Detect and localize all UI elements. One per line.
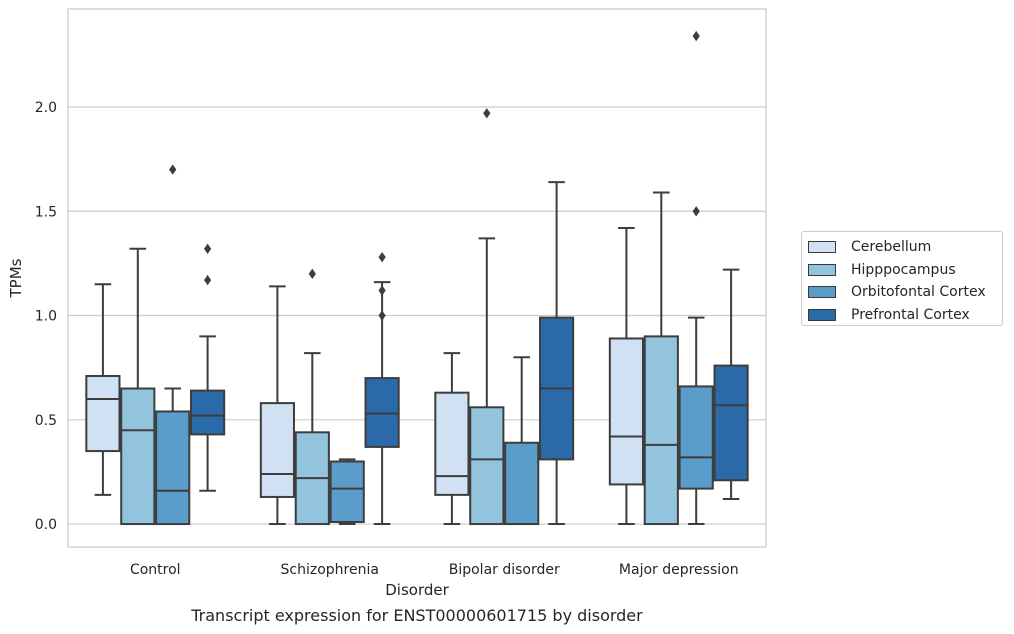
legend-item-prefrontal-cortex: Prefrontal Cortex — [808, 304, 1002, 327]
box — [259, 285, 295, 526]
y-tick-label: 0.0 — [35, 517, 57, 533]
x-tick-label: Control — [130, 562, 181, 578]
x-tick-label: Major depression — [619, 562, 739, 578]
box-iqr — [608, 337, 644, 486]
y-tick-label: 1.0 — [35, 309, 57, 325]
outlier-point — [204, 274, 212, 286]
legend-item-hippocampus: Hipppocampus — [808, 259, 1002, 282]
box-iqr — [364, 377, 400, 448]
box — [190, 243, 226, 492]
box — [504, 356, 540, 526]
box — [155, 164, 191, 526]
outlier-point — [378, 251, 386, 263]
box — [678, 30, 714, 526]
plot-frame — [67, 8, 767, 548]
box-iqr — [678, 385, 714, 490]
legend-swatch-cerebellum — [808, 241, 836, 254]
outlier-point — [378, 285, 386, 296]
legend-item-cerebellum: Cerebellum — [808, 236, 1002, 259]
box — [469, 108, 505, 526]
box — [608, 226, 644, 526]
box — [120, 247, 156, 526]
box-iqr — [259, 402, 295, 498]
box-iqr — [469, 406, 505, 526]
x-axis-title: Disorder — [385, 581, 449, 599]
box — [294, 268, 330, 526]
box — [713, 268, 749, 501]
box-iqr — [155, 410, 191, 526]
chart-caption: Transcript expression for ENST0000060171… — [191, 606, 643, 625]
outlier-point — [308, 268, 316, 280]
legend-swatch-orbitofrontal-cortex — [808, 286, 836, 299]
box-iqr — [190, 389, 226, 436]
outlier-point — [692, 206, 700, 217]
box — [329, 458, 365, 526]
x-tick-label: Bipolar disorder — [449, 562, 560, 578]
legend-swatch-prefrontal-cortex — [808, 308, 836, 321]
legend-label: Cerebellum — [851, 239, 932, 256]
box — [539, 181, 575, 526]
legend: Cerebellum Hipppocampus Orbitofontal Cor… — [801, 231, 1003, 326]
outlier-point — [378, 310, 386, 321]
y-tick-labels: 0.0 0.5 1.0 1.5 2.0 — [35, 100, 57, 533]
outlier-point — [483, 108, 491, 119]
box-iqr — [120, 387, 156, 526]
box — [85, 283, 121, 496]
legend-swatch-hippocampus — [808, 263, 836, 276]
outlier-point — [169, 164, 177, 175]
box-plot-marks — [85, 30, 749, 526]
box-iqr — [329, 460, 365, 523]
y-tick-label: 0.5 — [35, 413, 57, 429]
box-iqr — [643, 335, 679, 526]
box-iqr — [434, 391, 470, 496]
box — [643, 191, 679, 526]
y-tick-label: 2.0 — [35, 100, 57, 116]
legend-label: Prefrontal Cortex — [851, 306, 970, 323]
box-iqr — [504, 441, 540, 526]
legend-label: Hipppocampus — [851, 261, 956, 278]
outlier-point — [204, 243, 212, 255]
x-tick-label: Schizophrenia — [281, 562, 379, 578]
box — [434, 352, 470, 526]
box-iqr — [85, 375, 121, 453]
y-tick-label: 1.5 — [35, 204, 57, 220]
legend-item-orbitofrontal-cortex: Orbitofontal Cortex — [808, 281, 1002, 304]
box-iqr — [713, 364, 749, 482]
legend-label: Orbitofontal Cortex — [851, 284, 986, 301]
y-axis-title: TPMs — [7, 258, 25, 298]
outlier-point — [692, 30, 700, 42]
box — [364, 251, 400, 526]
x-tick-labels: Control Schizophrenia Bipolar disorder Majo… — [130, 562, 739, 578]
